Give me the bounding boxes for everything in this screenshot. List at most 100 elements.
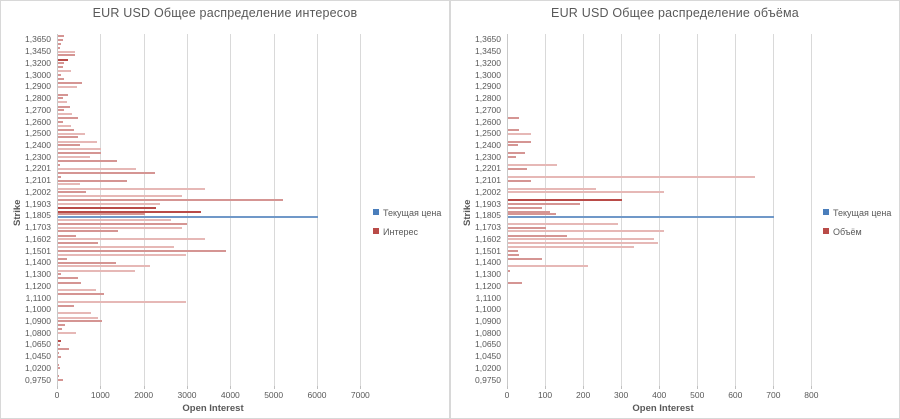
open-interest-bar[interactable] [508,258,543,261]
open-interest-bar[interactable] [508,241,659,244]
open-interest-bar[interactable] [58,85,78,88]
open-interest-bar[interactable] [58,58,68,61]
legend-item-current-price[interactable]: Текущая цена [373,203,441,218]
open-interest-bar[interactable] [58,375,59,378]
current-price-line[interactable] [58,216,318,218]
open-interest-bar[interactable] [58,332,77,335]
open-interest-bar[interactable] [58,128,75,131]
open-interest-bar[interactable] [508,187,596,190]
open-interest-bar[interactable] [58,105,70,108]
open-interest-bar[interactable] [58,50,76,53]
open-interest-bar[interactable] [508,230,664,233]
open-interest-bar[interactable] [58,117,78,120]
open-interest-bar[interactable] [508,222,619,225]
open-interest-bar[interactable] [58,324,65,327]
open-interest-bar[interactable] [58,320,102,323]
open-interest-bar[interactable] [508,253,520,256]
legend-item-series[interactable]: Объём [823,222,862,237]
open-interest-bar[interactable] [508,191,664,194]
open-interest-bar[interactable] [58,93,68,96]
open-interest-bar[interactable] [58,312,92,315]
open-interest-bar[interactable] [58,234,77,237]
open-interest-bar[interactable] [58,226,182,229]
open-interest-bar[interactable] [58,77,65,80]
open-interest-bar[interactable] [508,203,581,206]
open-interest-bar[interactable] [58,340,61,343]
open-interest-bar[interactable] [58,281,82,284]
open-interest-bar[interactable] [508,167,528,170]
open-interest-bar[interactable] [508,140,531,143]
open-interest-bar[interactable] [508,234,567,237]
open-interest-bar[interactable] [58,156,90,159]
open-interest-bar[interactable] [58,253,187,256]
open-interest-bar[interactable] [58,199,283,202]
open-interest-bar[interactable] [58,46,61,49]
open-interest-bar[interactable] [508,246,634,249]
open-interest-bar[interactable] [508,152,526,155]
open-interest-bar[interactable] [58,195,182,198]
open-interest-bar[interactable] [58,206,157,209]
open-interest-bar[interactable] [58,351,60,354]
current-price-line[interactable] [508,216,775,218]
open-interest-bar[interactable] [58,250,227,252]
open-interest-bar[interactable] [58,316,98,319]
open-interest-bar[interactable] [58,42,61,45]
open-interest-bar[interactable] [508,210,550,213]
open-interest-bar[interactable] [58,101,68,104]
volume-distribution-chart-panel[interactable]: EUR USD Общее распределение объёма 0 100 2… [450,0,900,419]
open-interest-bar[interactable] [58,230,119,233]
open-interest-bar[interactable] [508,281,523,284]
open-interest-bar[interactable] [58,293,104,296]
open-interest-bar[interactable] [58,159,117,162]
open-interest-bar[interactable] [58,136,78,139]
open-interest-bar[interactable] [58,164,61,167]
open-interest-bar[interactable] [58,140,98,143]
open-interest-bar[interactable] [58,54,75,57]
open-interest-bar[interactable] [508,238,655,241]
open-interest-bar[interactable] [58,367,60,370]
legend-item-current-price[interactable]: Текущая цена [823,203,891,218]
open-interest-bar[interactable] [58,70,72,73]
open-interest-bar[interactable] [508,156,516,159]
open-interest-bar[interactable] [58,343,61,346]
open-interest-bar[interactable] [58,167,136,170]
legend-item-series[interactable]: Интерес [373,222,418,237]
open-interest-bar[interactable] [508,175,756,178]
open-interest-bar[interactable] [58,148,102,151]
open-interest-bar[interactable] [508,144,518,147]
open-interest-bar[interactable] [58,171,155,174]
open-interest-bar[interactable] [58,112,73,115]
open-interest-bar[interactable] [508,179,531,182]
open-interest-bar[interactable] [508,128,520,131]
open-interest-bar[interactable] [58,210,202,213]
open-interest-bar[interactable] [58,288,96,291]
open-interest-bar[interactable] [58,269,135,272]
open-interest-bar[interactable] [58,261,117,264]
open-interest-bar[interactable] [58,132,85,135]
open-interest-bar[interactable] [58,355,61,358]
open-interest-bar[interactable] [58,35,65,38]
open-interest-bar[interactable] [58,191,87,194]
open-interest-bar[interactable] [58,74,62,76]
open-interest-bar[interactable] [58,144,80,147]
open-interest-bar[interactable] [58,38,63,41]
open-interest-bar[interactable] [58,152,102,155]
open-interest-bar[interactable] [58,379,63,382]
open-interest-bar[interactable] [508,226,547,229]
open-interest-bar[interactable] [58,238,206,241]
open-interest-bar[interactable] [58,187,205,190]
open-interest-bar[interactable] [58,179,128,182]
open-interest-bar[interactable] [58,304,74,307]
open-interest-bar[interactable] [58,203,160,206]
open-interest-bar[interactable] [58,273,62,276]
open-interest-bar[interactable] [508,132,531,135]
open-interest-bar[interactable] [58,213,146,216]
open-interest-bar[interactable] [58,246,175,249]
open-interest-bar[interactable] [58,265,151,268]
open-interest-bar[interactable] [58,300,187,303]
open-interest-bar[interactable] [58,97,63,100]
open-interest-bar[interactable] [508,164,558,167]
open-interest-bar[interactable] [58,328,63,331]
open-interest-bar[interactable] [58,277,78,280]
open-interest-bar[interactable] [508,199,623,202]
